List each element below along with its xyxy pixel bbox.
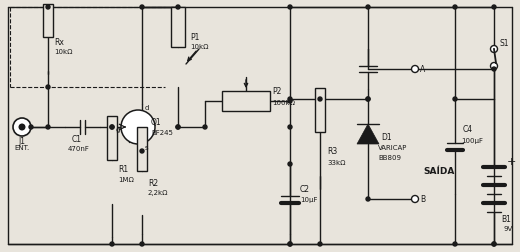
Text: R3: R3 — [327, 147, 337, 156]
Text: B: B — [420, 195, 425, 204]
Text: C1: C1 — [72, 135, 82, 144]
Text: BF245: BF245 — [151, 130, 173, 136]
Text: 9V: 9V — [503, 225, 512, 231]
Circle shape — [288, 125, 292, 130]
Circle shape — [176, 125, 180, 130]
Circle shape — [110, 125, 114, 130]
Text: C2: C2 — [300, 185, 310, 194]
Text: 1MΩ: 1MΩ — [118, 176, 134, 182]
Circle shape — [490, 63, 498, 70]
Text: VARICAP: VARICAP — [378, 144, 407, 150]
Circle shape — [288, 98, 292, 102]
Text: +: + — [507, 156, 516, 166]
Circle shape — [288, 242, 292, 246]
Circle shape — [318, 242, 322, 246]
Text: d: d — [145, 105, 149, 111]
Circle shape — [288, 162, 292, 166]
Circle shape — [140, 6, 144, 10]
Text: 100µF: 100µF — [461, 137, 483, 143]
Circle shape — [176, 125, 180, 130]
Text: BB809: BB809 — [378, 154, 401, 160]
Bar — [43, 5, 53, 38]
Circle shape — [453, 242, 457, 246]
Bar — [315, 89, 325, 133]
Circle shape — [411, 196, 419, 203]
Text: 10kΩ: 10kΩ — [190, 44, 209, 50]
Circle shape — [288, 6, 292, 10]
Circle shape — [46, 125, 50, 130]
Bar — [107, 116, 117, 160]
Text: g: g — [116, 127, 120, 133]
Bar — [222, 92, 270, 112]
Text: C4: C4 — [463, 125, 473, 134]
Circle shape — [110, 125, 114, 130]
Polygon shape — [357, 124, 379, 144]
Circle shape — [140, 242, 144, 246]
Circle shape — [288, 100, 292, 104]
Circle shape — [492, 6, 496, 10]
Circle shape — [288, 242, 292, 246]
Circle shape — [492, 242, 496, 246]
Circle shape — [46, 86, 50, 90]
Bar — [171, 8, 185, 48]
Text: J1: J1 — [19, 136, 25, 145]
Text: 100kΩ: 100kΩ — [272, 100, 295, 106]
Circle shape — [366, 6, 370, 10]
Circle shape — [492, 242, 496, 246]
Bar — [137, 127, 147, 171]
Circle shape — [490, 46, 498, 53]
Circle shape — [453, 98, 457, 102]
Circle shape — [366, 98, 370, 102]
Circle shape — [29, 125, 33, 130]
Text: 470nF: 470nF — [68, 145, 90, 151]
Text: B1: B1 — [501, 215, 511, 224]
Circle shape — [411, 66, 419, 73]
Text: 10kΩ: 10kΩ — [54, 49, 72, 55]
Circle shape — [318, 98, 322, 102]
Text: Rx: Rx — [54, 37, 64, 46]
Text: S1: S1 — [499, 38, 509, 47]
Text: 10µF: 10µF — [300, 196, 318, 202]
Text: R1: R1 — [118, 165, 128, 174]
Circle shape — [13, 118, 31, 137]
Text: 33kΩ: 33kΩ — [327, 159, 345, 165]
Circle shape — [19, 124, 25, 131]
Text: P2: P2 — [272, 87, 281, 96]
Text: 2,2kΩ: 2,2kΩ — [148, 189, 168, 195]
Text: P1: P1 — [190, 32, 199, 41]
Circle shape — [453, 6, 457, 10]
Circle shape — [492, 68, 496, 72]
Text: s: s — [145, 144, 149, 150]
Circle shape — [366, 98, 370, 102]
Circle shape — [110, 242, 114, 246]
Text: R2: R2 — [148, 178, 158, 187]
Circle shape — [46, 6, 50, 10]
Circle shape — [121, 111, 155, 144]
Circle shape — [203, 125, 207, 130]
Text: SAÍDA: SAÍDA — [423, 167, 454, 176]
Circle shape — [140, 149, 144, 153]
Text: ENT.: ENT. — [15, 144, 30, 150]
Text: D1: D1 — [381, 133, 392, 142]
Text: A: A — [420, 65, 425, 74]
Circle shape — [176, 6, 180, 10]
Text: Q1: Q1 — [151, 118, 162, 127]
Circle shape — [366, 197, 370, 201]
